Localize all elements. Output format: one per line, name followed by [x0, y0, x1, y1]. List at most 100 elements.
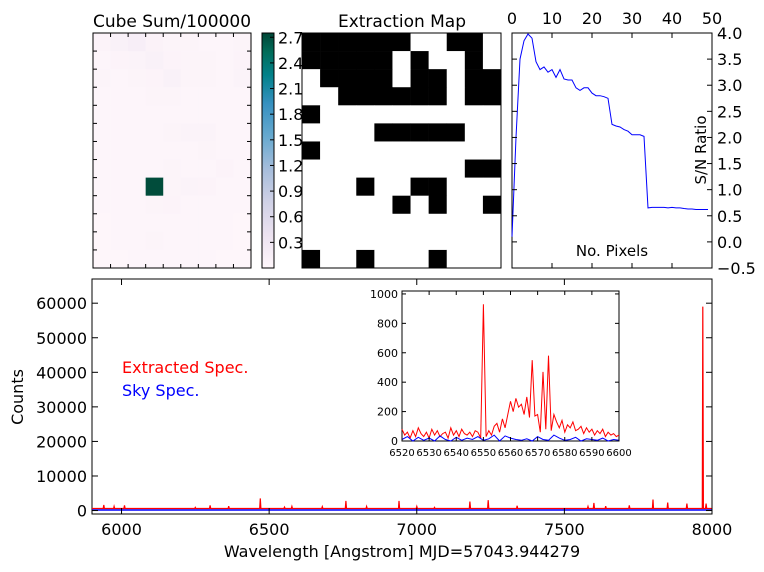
cube-cell — [198, 249, 217, 269]
extraction-cell — [374, 177, 393, 196]
extraction-cell — [464, 195, 484, 215]
cube-cell — [180, 123, 199, 142]
cube-cell — [93, 33, 111, 52]
extraction-cell — [302, 33, 321, 52]
extraction-cell — [428, 231, 448, 251]
cube-cell — [128, 123, 146, 142]
extraction-cell — [446, 231, 466, 251]
cube-cell — [128, 213, 146, 233]
sn-x-tick-label: 10 — [542, 9, 562, 28]
extraction-cell — [356, 159, 375, 178]
extraction-cell — [464, 177, 484, 196]
extraction-cell — [320, 69, 339, 88]
cube-cell — [198, 87, 217, 106]
extraction-cell — [320, 105, 339, 124]
cube-cell — [145, 123, 164, 142]
extraction-cell — [410, 69, 429, 88]
cube-cell — [145, 213, 164, 233]
extraction-cell — [302, 69, 321, 88]
extraction-cell — [320, 87, 339, 106]
spec-y-tick-label: 20000 — [36, 432, 87, 451]
sn-frame — [511, 32, 713, 269]
extraction-cell — [320, 249, 339, 269]
extraction-cell — [338, 123, 357, 142]
cube-cell — [163, 33, 182, 52]
cube-cell — [198, 33, 217, 52]
cube-cell — [93, 231, 111, 251]
extraction-cell — [338, 33, 357, 52]
cube-cell — [110, 69, 129, 88]
extraction-cell — [392, 87, 411, 106]
cube-cell — [93, 249, 111, 269]
sn-y-tick-label: 0.0 — [717, 233, 742, 252]
cube-cell — [110, 195, 129, 215]
extraction-cell — [428, 159, 448, 178]
cube-cell — [215, 231, 234, 251]
cube-cell — [110, 231, 129, 251]
cube-cell — [180, 51, 199, 70]
sn-x-tick-label: 30 — [622, 9, 642, 28]
cube-cell — [145, 177, 164, 196]
cube-cell — [128, 231, 146, 251]
inset-frame — [401, 290, 620, 442]
extraction-cell — [320, 159, 339, 178]
extraction-cell — [410, 105, 429, 124]
extraction-cell — [482, 213, 502, 233]
cube-cell — [233, 249, 252, 269]
extraction-cell — [482, 195, 502, 215]
extraction-cell — [392, 123, 411, 142]
cube-cell — [215, 249, 234, 269]
extraction-cell — [428, 51, 448, 70]
extraction-cell — [338, 87, 357, 106]
cube-cell — [180, 105, 199, 124]
cube-cell — [180, 249, 199, 269]
cube-cell — [163, 213, 182, 233]
sn-panel: 0 10 20 30 40 50 −0.5 0.0 0.5 1.0 1.5 2.0 2.5 3.0 3.5 4… — [507, 9, 756, 278]
cube-cell — [93, 105, 111, 124]
cube-cell — [198, 231, 217, 251]
inset-x-tick-label: 6560 — [498, 448, 523, 459]
extraction-cell — [302, 87, 321, 106]
cube-cell — [233, 177, 252, 196]
cube-cell — [163, 87, 182, 106]
extraction-cell — [446, 69, 466, 88]
extraction-cell — [338, 69, 357, 88]
inset-extracted-line — [401, 304, 620, 440]
cube-cell — [145, 105, 164, 124]
cube-cell — [215, 105, 234, 124]
extraction-cell — [446, 105, 466, 124]
extraction-cell — [446, 213, 466, 233]
colorbar-tick-label: 0.9 — [278, 182, 303, 201]
colorbar-tick-label: 0.3 — [278, 233, 303, 252]
extraction-cell — [374, 249, 393, 269]
extraction-cell — [446, 195, 466, 215]
cube-sum-cells — [93, 33, 252, 269]
extraction-cell — [356, 249, 375, 269]
sn-y-tick-label: 2.5 — [717, 102, 742, 121]
cube-cell — [145, 159, 164, 178]
inset-y-tick-label: 600 — [377, 347, 398, 360]
extraction-cell — [374, 51, 393, 70]
cube-cell — [110, 177, 129, 196]
extraction-cell — [338, 159, 357, 178]
extraction-cell — [482, 231, 502, 251]
extraction-cell — [464, 33, 484, 52]
extraction-cell — [302, 249, 321, 269]
extraction-cell — [464, 87, 484, 106]
legend-sky: Sky Spec. — [122, 381, 199, 400]
cube-cell — [110, 105, 129, 124]
colorbar-tick-label: 1.2 — [278, 156, 303, 175]
cube-cell — [180, 213, 199, 233]
extraction-cell — [392, 51, 411, 70]
cube-cell — [215, 213, 234, 233]
extraction-cell — [320, 141, 339, 160]
colorbar-tick-label: 2.1 — [278, 80, 303, 99]
cube-cell — [128, 87, 146, 106]
extraction-cell — [392, 33, 411, 52]
cube-cell — [128, 177, 146, 196]
colorbar-tick-label: 2.4 — [278, 54, 303, 73]
extraction-cell — [356, 51, 375, 70]
extraction-cell — [428, 33, 448, 52]
extraction-cell — [428, 177, 448, 196]
extraction-cell — [428, 195, 448, 215]
